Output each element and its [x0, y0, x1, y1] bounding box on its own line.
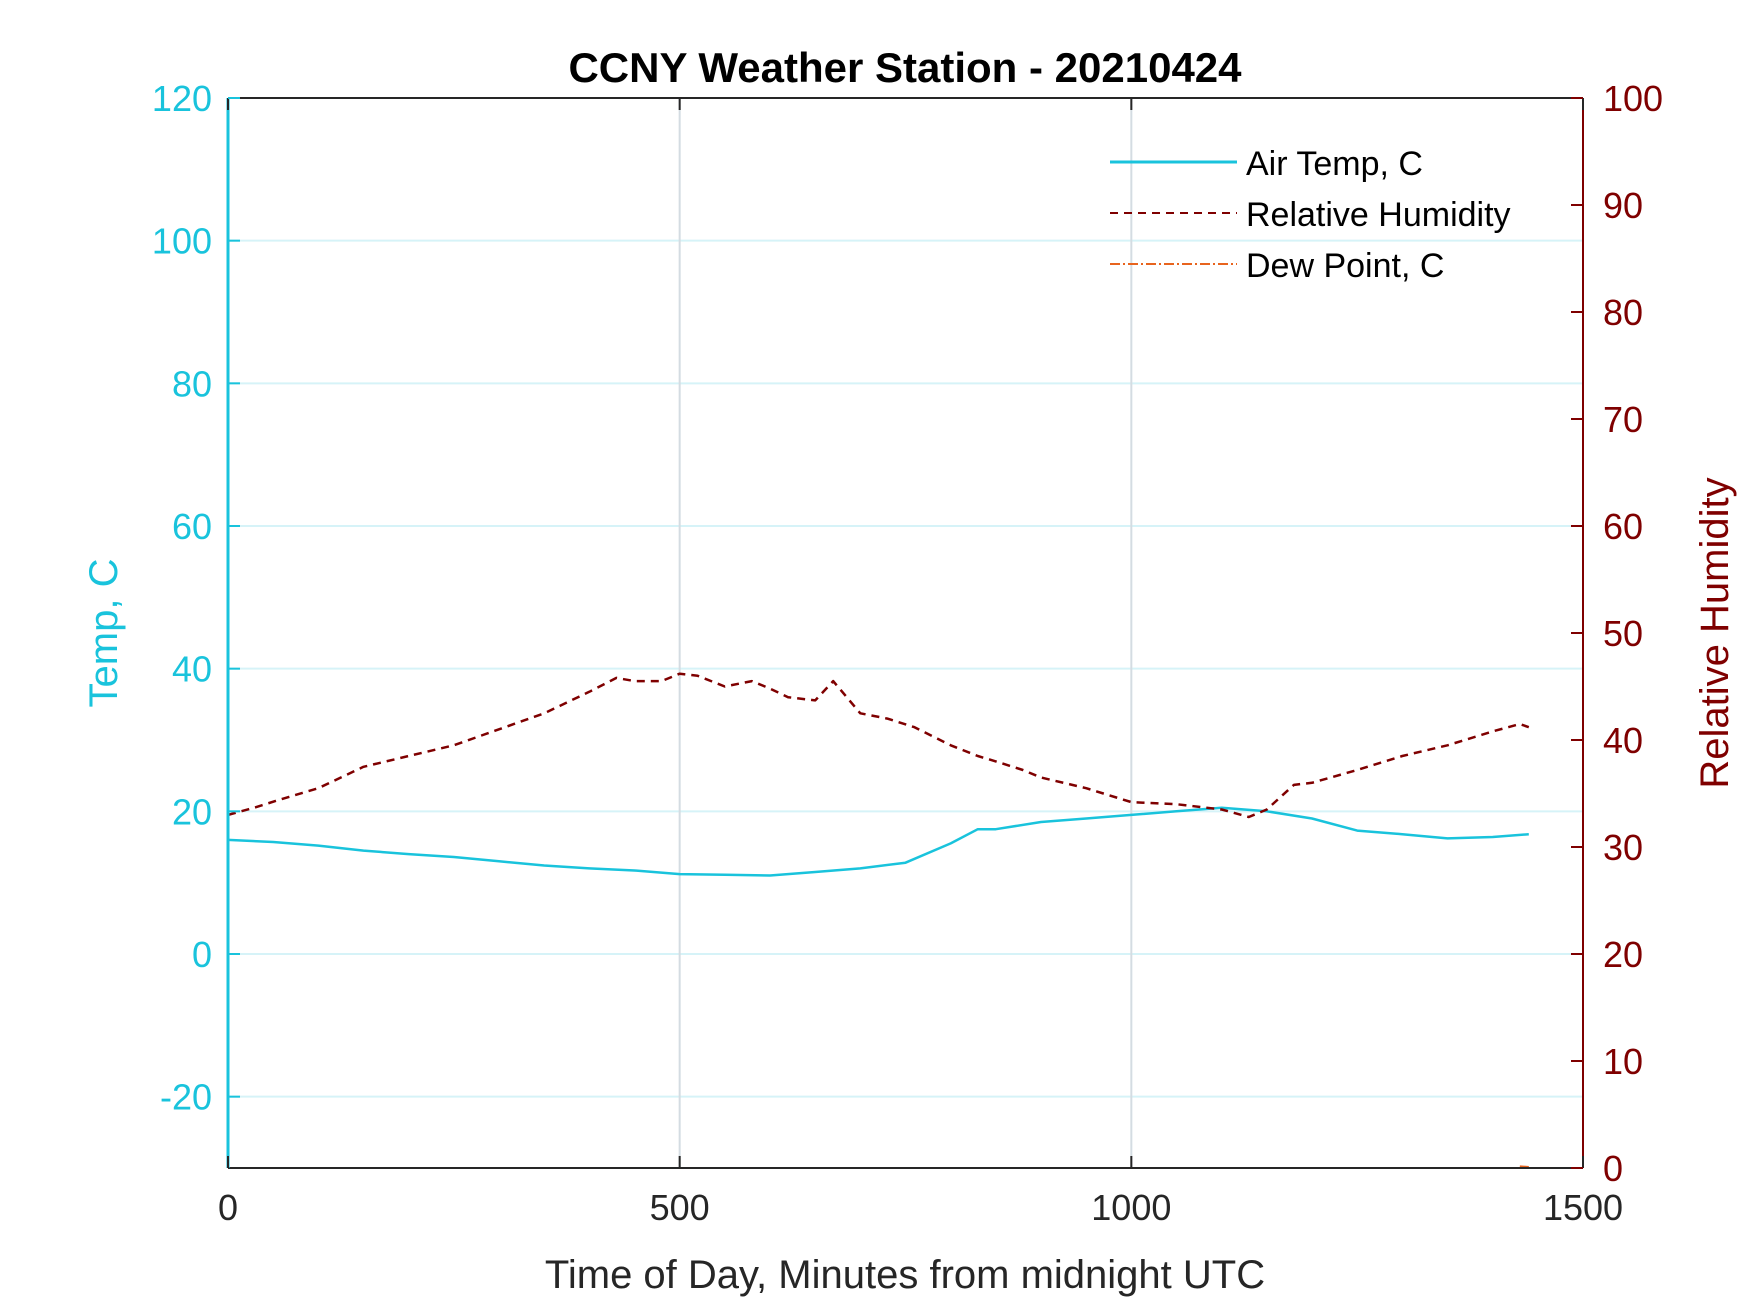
series-line-relative-humidity [227, 672, 1530, 819]
left-y-axis-label: Temp, C [82, 559, 126, 708]
series-line-air-temp [227, 806, 1529, 877]
chart-title: CCNY Weather Station - 20210424 [568, 44, 1242, 91]
y-right-tick-label: 90 [1603, 185, 1643, 226]
x-tick-label: 1000 [1091, 1187, 1171, 1228]
axis-ticks: 0 500 1000 1500 -20 0 20 40 60 80 100 120 0 10 20 30 40 5… [152, 78, 1663, 1228]
y-left-tick-label: 20 [172, 791, 212, 832]
grid-lines [228, 98, 1583, 1168]
y-left-tick-label: 80 [172, 363, 212, 404]
x-tick-label: 0 [218, 1187, 238, 1228]
y-right-tick-label: 70 [1603, 399, 1643, 440]
legend-label-dew-point: Dew Point, C [1246, 247, 1444, 285]
legend-label-air-temp: Air Temp, C [1246, 145, 1423, 183]
y-right-tick-label: 30 [1603, 827, 1643, 868]
y-left-tick-label: 120 [152, 78, 212, 119]
x-tick-label: 1500 [1543, 1187, 1623, 1228]
y-left-tick-label: 40 [172, 649, 212, 690]
y-right-tick-label: 50 [1603, 613, 1643, 654]
y-left-tick-label: 60 [172, 506, 212, 547]
y-right-tick-label: 20 [1603, 934, 1643, 975]
y-left-tick-label: 100 [152, 221, 212, 262]
y-right-tick-label: 100 [1603, 78, 1663, 119]
y-right-tick-label: 40 [1603, 720, 1643, 761]
y-right-tick-label: 10 [1603, 1041, 1643, 1082]
y-left-tick-label: 0 [192, 934, 212, 975]
x-axis-label: Time of Day, Minutes from midnight UTC [545, 1253, 1265, 1297]
y-left-tick-label: -20 [160, 1077, 212, 1118]
y-right-tick-label: 0 [1603, 1148, 1623, 1189]
right-y-axis-label: Relative Humidity [1693, 477, 1737, 788]
y-right-tick-label: 80 [1603, 292, 1643, 333]
y-right-tick-label: 60 [1603, 506, 1643, 547]
x-tick-label: 500 [650, 1187, 710, 1228]
legend-label-relative-humidity: Relative Humidity [1246, 196, 1511, 234]
legend: Air Temp, C Relative Humidity Dew Point,… [1110, 145, 1511, 285]
